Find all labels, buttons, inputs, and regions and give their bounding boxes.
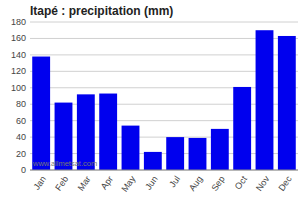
bar	[278, 36, 296, 170]
bar	[122, 126, 140, 170]
x-tick-label: Jul	[167, 174, 182, 189]
x-tick-label: Jan	[32, 174, 49, 192]
bar	[166, 137, 184, 170]
bar	[189, 138, 207, 170]
bar	[144, 152, 162, 170]
x-axis-line	[30, 170, 298, 171]
chart-container: 0 20 40 60 80 100 120 140 160 180 JanFeb Mar AprMay J…	[0, 0, 306, 200]
x-tick-label: Nov	[254, 174, 272, 193]
y-tick-label: 160	[11, 33, 26, 43]
y-tick-label: 140	[11, 50, 26, 60]
y-tick-label: 60	[16, 116, 26, 126]
y-tick-label: 20	[16, 149, 26, 159]
x-tick-label: Apr	[99, 174, 115, 191]
y-tick-label: 100	[11, 83, 26, 93]
x-tick-label: Aug	[187, 174, 204, 193]
bar	[211, 129, 229, 170]
x-tick-label: Dec	[276, 174, 294, 193]
bars	[32, 30, 296, 170]
x-tick-label: Oct	[233, 174, 250, 192]
grid-line	[30, 22, 298, 23]
chart: 0 20 40 60 80 100 120 140 160 180 JanFeb Mar AprMay J…	[0, 0, 306, 200]
x-tick-label: Jun	[143, 174, 160, 192]
watermark: www.allmetsat.com	[32, 159, 97, 168]
x-tick-label: Sep	[209, 174, 226, 193]
x-tick-label: May	[119, 174, 137, 194]
x-tick-label: Mar	[76, 174, 93, 192]
grid-line	[30, 170, 298, 171]
y-tick-label: 80	[16, 99, 26, 109]
y-grid	[30, 22, 298, 170]
bar	[99, 94, 117, 170]
y-tick-label: 0	[21, 165, 26, 175]
title: Itapé : precipitation (mm)	[30, 4, 173, 18]
bar	[32, 57, 50, 170]
x-tick-label: Feb	[53, 174, 70, 192]
y-tick-label: 40	[16, 132, 26, 142]
y-tick-label: 120	[11, 66, 26, 76]
y-tick-label: 180	[11, 17, 26, 27]
bar	[256, 30, 274, 170]
bar	[233, 87, 251, 170]
